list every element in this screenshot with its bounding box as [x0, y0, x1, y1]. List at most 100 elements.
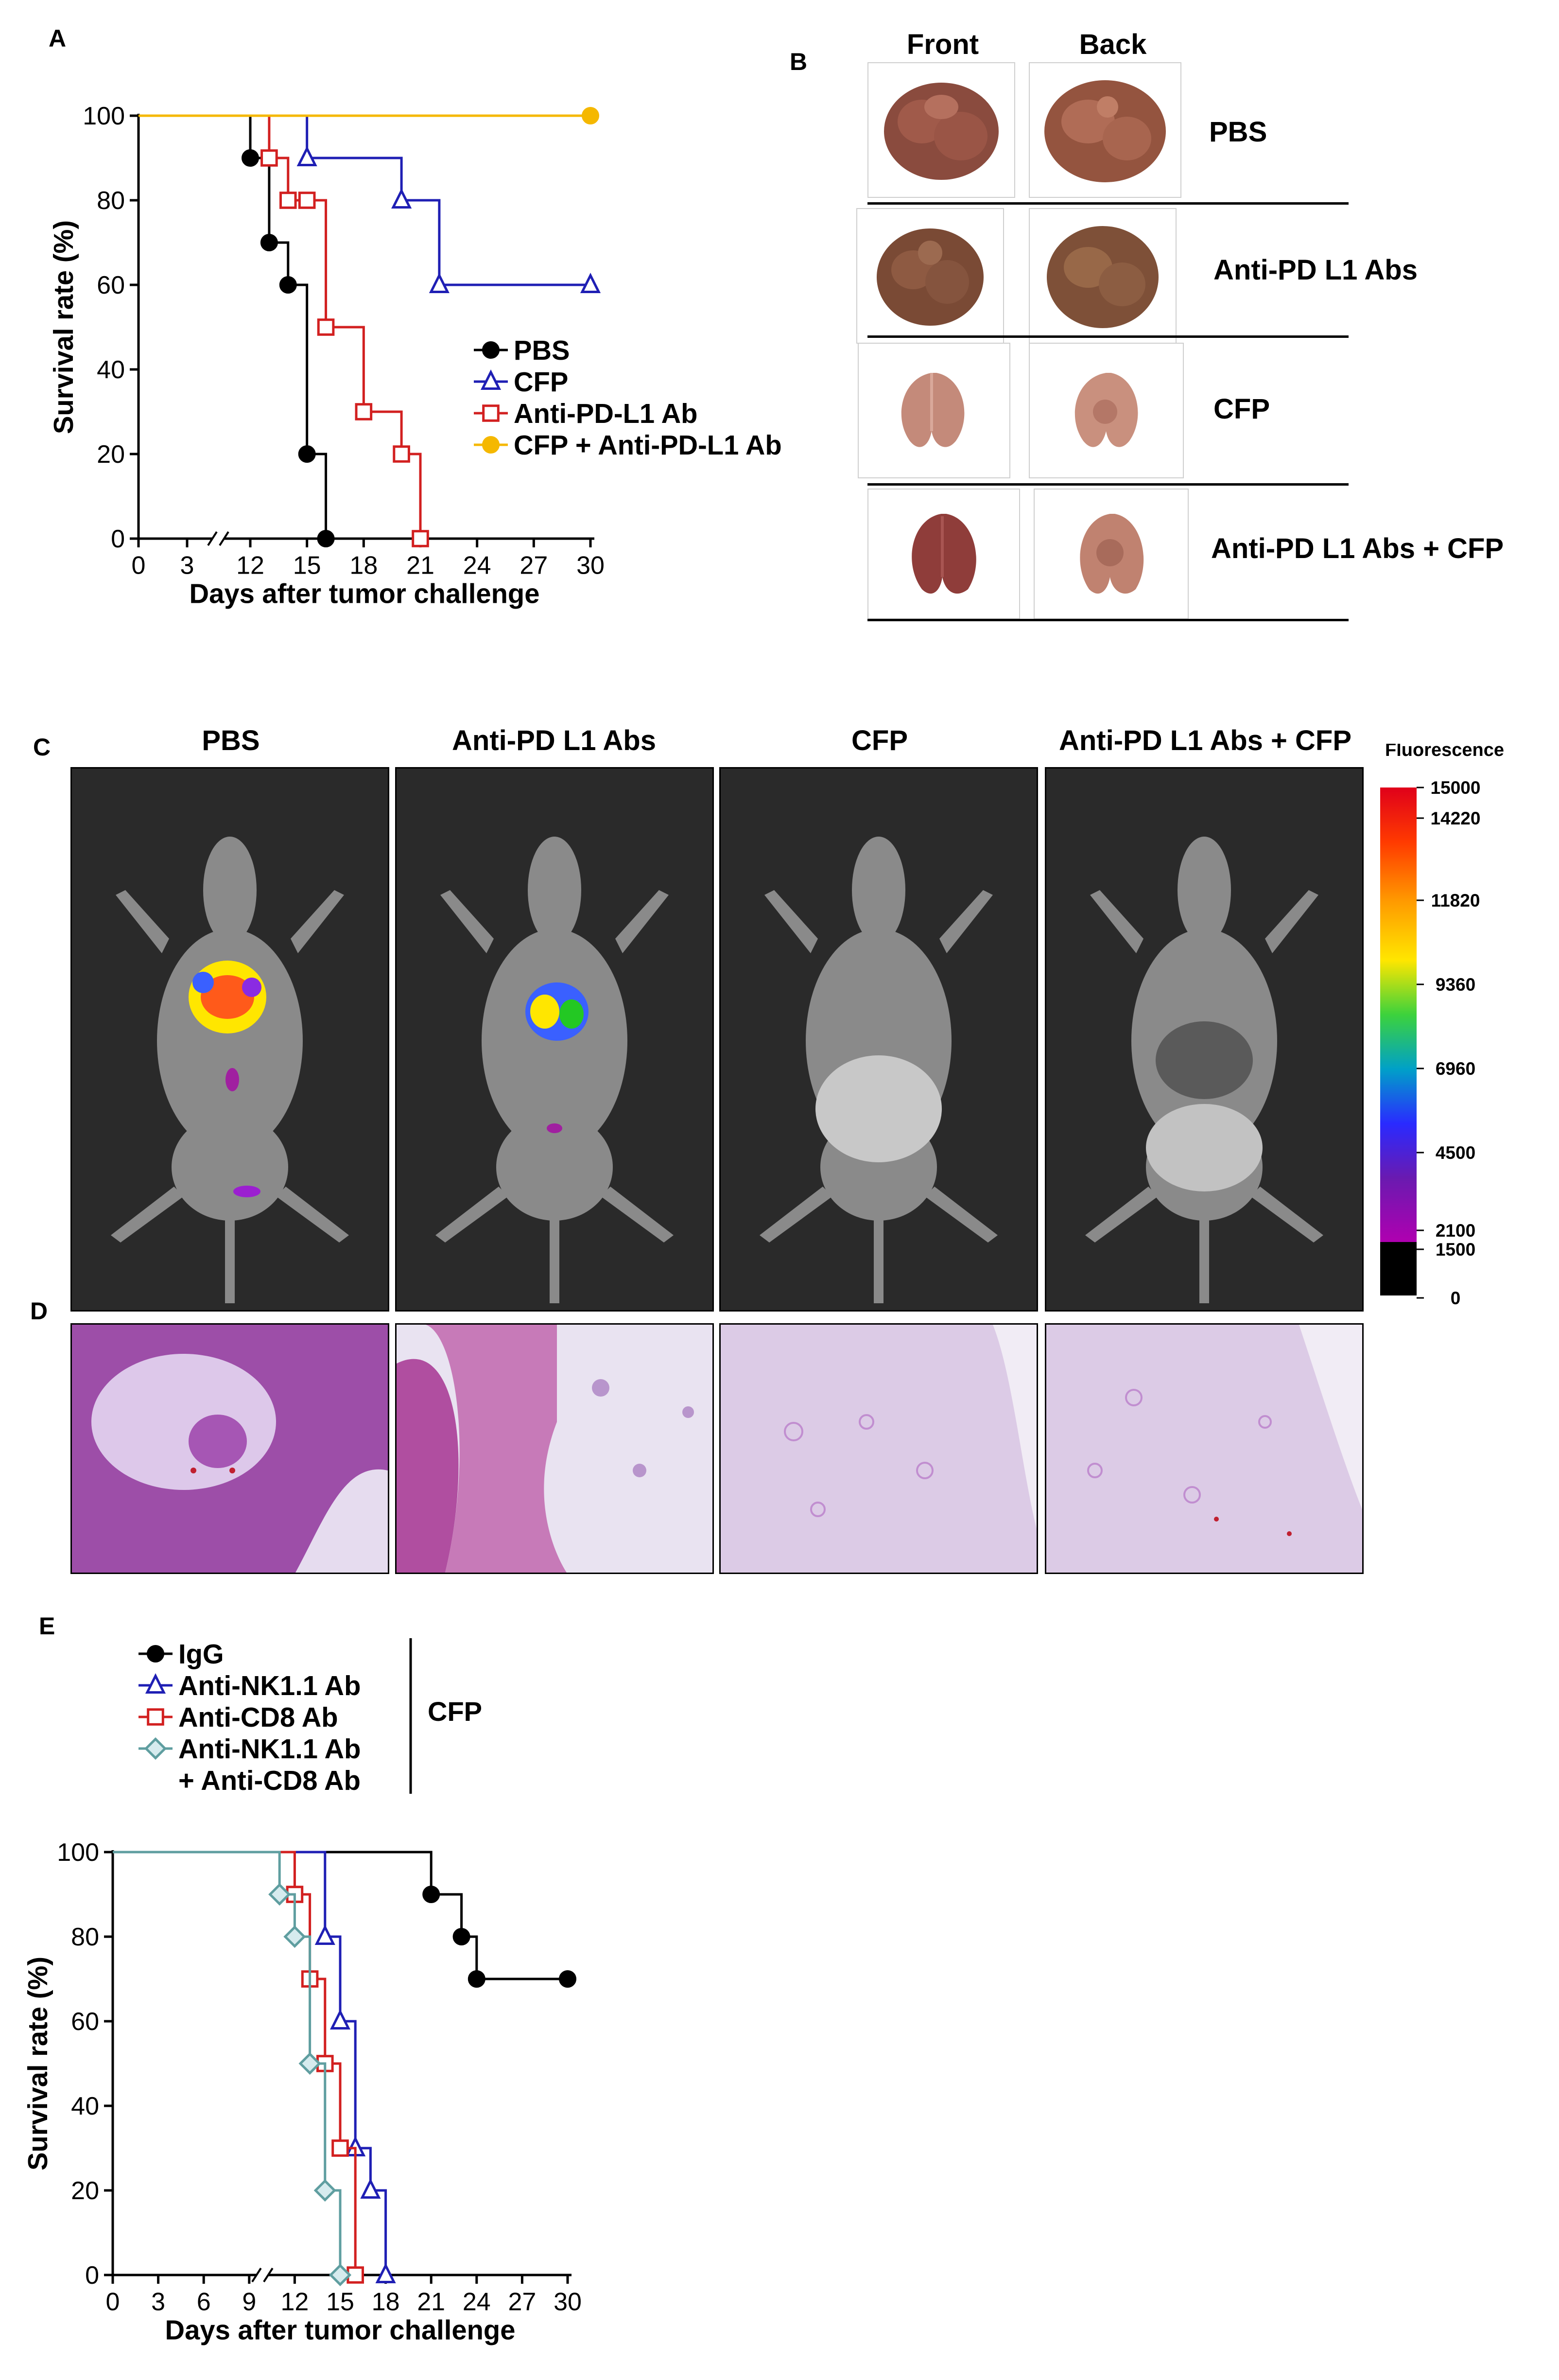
y-tick-label: 100 — [83, 102, 125, 130]
panel-a-label: A — [49, 25, 67, 52]
panel-c-label: C — [33, 734, 51, 761]
legend-label-anti-pd-l1-ab: Anti-PD-L1 Ab — [514, 398, 697, 429]
x-tick-label: 15 — [293, 552, 321, 580]
colorbar-tick-label: 0 — [1451, 1288, 1461, 1308]
legend-label-anti-cd8-ab: Anti-CD8 Ab — [178, 1702, 338, 1732]
x-tick-label: 18 — [372, 2288, 400, 2316]
colorbar-tick-label: 4500 — [1436, 1143, 1475, 1163]
lung-photo-combo-front — [867, 489, 1020, 619]
legend-marker-cfp-anti-pd-l1-ab — [482, 436, 500, 454]
data-point-pbs — [260, 234, 278, 251]
data-point-anti-pd-l1-ab — [393, 445, 410, 463]
lung-photo-cfp-front — [858, 343, 1010, 478]
x-tick-label: 0 — [132, 552, 146, 580]
data-point-cfp-anti-pd-l1-ab — [582, 107, 599, 124]
data-point-anti-pd-l1-ab — [298, 192, 316, 209]
axis-break-mark — [207, 531, 218, 546]
histology-combo — [1045, 1323, 1364, 1574]
data-point-anti-nk1-1-ab-anti-cd8-ab — [313, 2179, 336, 2202]
imaging-header-cfp: CFP — [851, 725, 908, 756]
imaging-header-antipdl1: Anti-PD L1 Abs — [452, 725, 656, 756]
x-tick-label: 24 — [463, 2288, 491, 2316]
colorbar-title: Fluorescence — [1385, 744, 1504, 760]
x-tick-label: 9 — [242, 2288, 256, 2316]
histology-pbs — [70, 1323, 389, 1574]
histology-cfp — [719, 1323, 1038, 1574]
y-tick-label: 40 — [97, 356, 125, 384]
data-point-anti-pd-l1-ab — [317, 318, 335, 336]
lung-photo-antipdl1-back — [1029, 208, 1177, 344]
colorbar-tick-label: 1500 — [1436, 1240, 1475, 1260]
x-axis-label: Days after tumor challenge — [190, 578, 540, 609]
y-axis-label: Survival rate (%) — [22, 1957, 53, 2170]
data-point-anti-pd-l1-ab — [279, 192, 297, 209]
row-label-combo: Anti-PD L1 Abs + CFP — [1211, 533, 1504, 564]
data-point-pbs — [298, 445, 316, 463]
mouse-image-antipdl1 — [395, 767, 714, 1312]
x-tick-label: 27 — [508, 2288, 536, 2316]
series-line-anti-pd-l1-ab — [139, 114, 422, 539]
x-tick-label: 24 — [463, 552, 491, 580]
x-axis-label: Days after tumor challenge — [165, 2314, 516, 2345]
x-tick-label: 0 — [106, 2288, 120, 2316]
mouse-image-cfp — [719, 767, 1038, 1312]
row-divider-2 — [867, 335, 1349, 338]
axis-break-mark — [263, 2267, 274, 2283]
y-tick-label: 60 — [71, 2008, 99, 2036]
legend-marker-anti-nk1-1-ab-anti-cd8-ab — [144, 1737, 167, 1760]
data-point-anti-pd-l1-ab — [412, 530, 429, 547]
row-label-antipdl1: Anti-PD L1 Abs — [1213, 254, 1418, 286]
colorbar-tick-label: 2100 — [1436, 1221, 1475, 1241]
mouse-image-combo — [1045, 767, 1364, 1312]
row-label-cfp: CFP — [1213, 393, 1270, 425]
data-point-cfp — [391, 188, 412, 209]
column-header-front: Front — [906, 29, 979, 60]
legend-label-igg: IgG — [178, 1639, 224, 1669]
y-tick-label: 0 — [85, 2261, 99, 2290]
axis-break-mark — [219, 531, 229, 546]
legend-label-anti-nk1-1-ab-anti-cd8-ab: + Anti-CD8 Ab — [178, 1765, 361, 1796]
x-tick-label: 18 — [349, 552, 378, 580]
data-point-pbs — [279, 276, 297, 294]
legend-group-label: CFP — [428, 1696, 482, 1727]
x-tick-label: 21 — [417, 2288, 445, 2316]
legend-label-cfp: CFP — [514, 367, 568, 397]
data-point-anti-nk1-1-ab — [360, 2178, 381, 2199]
data-point-anti-nk1-1-ab-anti-cd8-ab — [329, 2263, 352, 2287]
data-point-anti-nk1-1-ab-anti-cd8-ab — [283, 1925, 306, 1948]
colorbar-black-band — [1380, 1242, 1417, 1295]
colorbar-tick-label: 11820 — [1431, 891, 1480, 910]
column-header-back: Back — [1079, 29, 1147, 60]
legend-label-pbs: PBS — [514, 335, 570, 366]
panel-b-label: B — [790, 48, 808, 75]
data-point-cfp — [296, 146, 317, 167]
data-point-igg — [452, 1928, 470, 1945]
legend-label-anti-nk1-1-ab: Anti-NK1.1 Ab — [178, 1670, 361, 1701]
y-tick-label: 100 — [57, 1838, 99, 1867]
x-tick-label: 30 — [554, 2288, 582, 2316]
data-point-anti-pd-l1-ab — [355, 403, 373, 420]
y-tick-label: 20 — [97, 440, 125, 469]
y-tick-label: 80 — [97, 187, 125, 215]
data-point-pbs — [317, 530, 335, 547]
x-tick-label: 21 — [406, 552, 434, 580]
histology-antipdl1 — [395, 1323, 714, 1574]
x-tick-label: 15 — [326, 2288, 354, 2316]
row-divider-3 — [867, 483, 1349, 486]
lung-photo-pbs-front — [867, 62, 1015, 198]
lung-photo-antipdl1-front — [856, 208, 1004, 344]
row-divider-4 — [867, 619, 1349, 621]
imaging-header-pbs: PBS — [202, 725, 260, 756]
x-tick-label: 30 — [576, 552, 605, 580]
survival-chart-a: 0 20 40 60 80 100 0 3 12 15 18 21 24 27 30 Days after t… — [48, 102, 782, 609]
colorbar-gradient — [1380, 788, 1417, 1242]
legend-marker-anti-pd-l1-ab — [482, 404, 500, 422]
data-point-anti-nk1-1-ab — [375, 2263, 396, 2284]
colorbar-tick-label: 14220 — [1431, 808, 1481, 828]
x-tick-label: 6 — [197, 2288, 211, 2316]
x-tick-label: 3 — [180, 552, 194, 580]
colorbar-tick-label: 9360 — [1436, 975, 1475, 995]
lung-photo-combo-back — [1034, 489, 1189, 619]
y-axis-label: Survival rate (%) — [48, 220, 79, 434]
y-tick-label: 20 — [71, 2177, 99, 2205]
